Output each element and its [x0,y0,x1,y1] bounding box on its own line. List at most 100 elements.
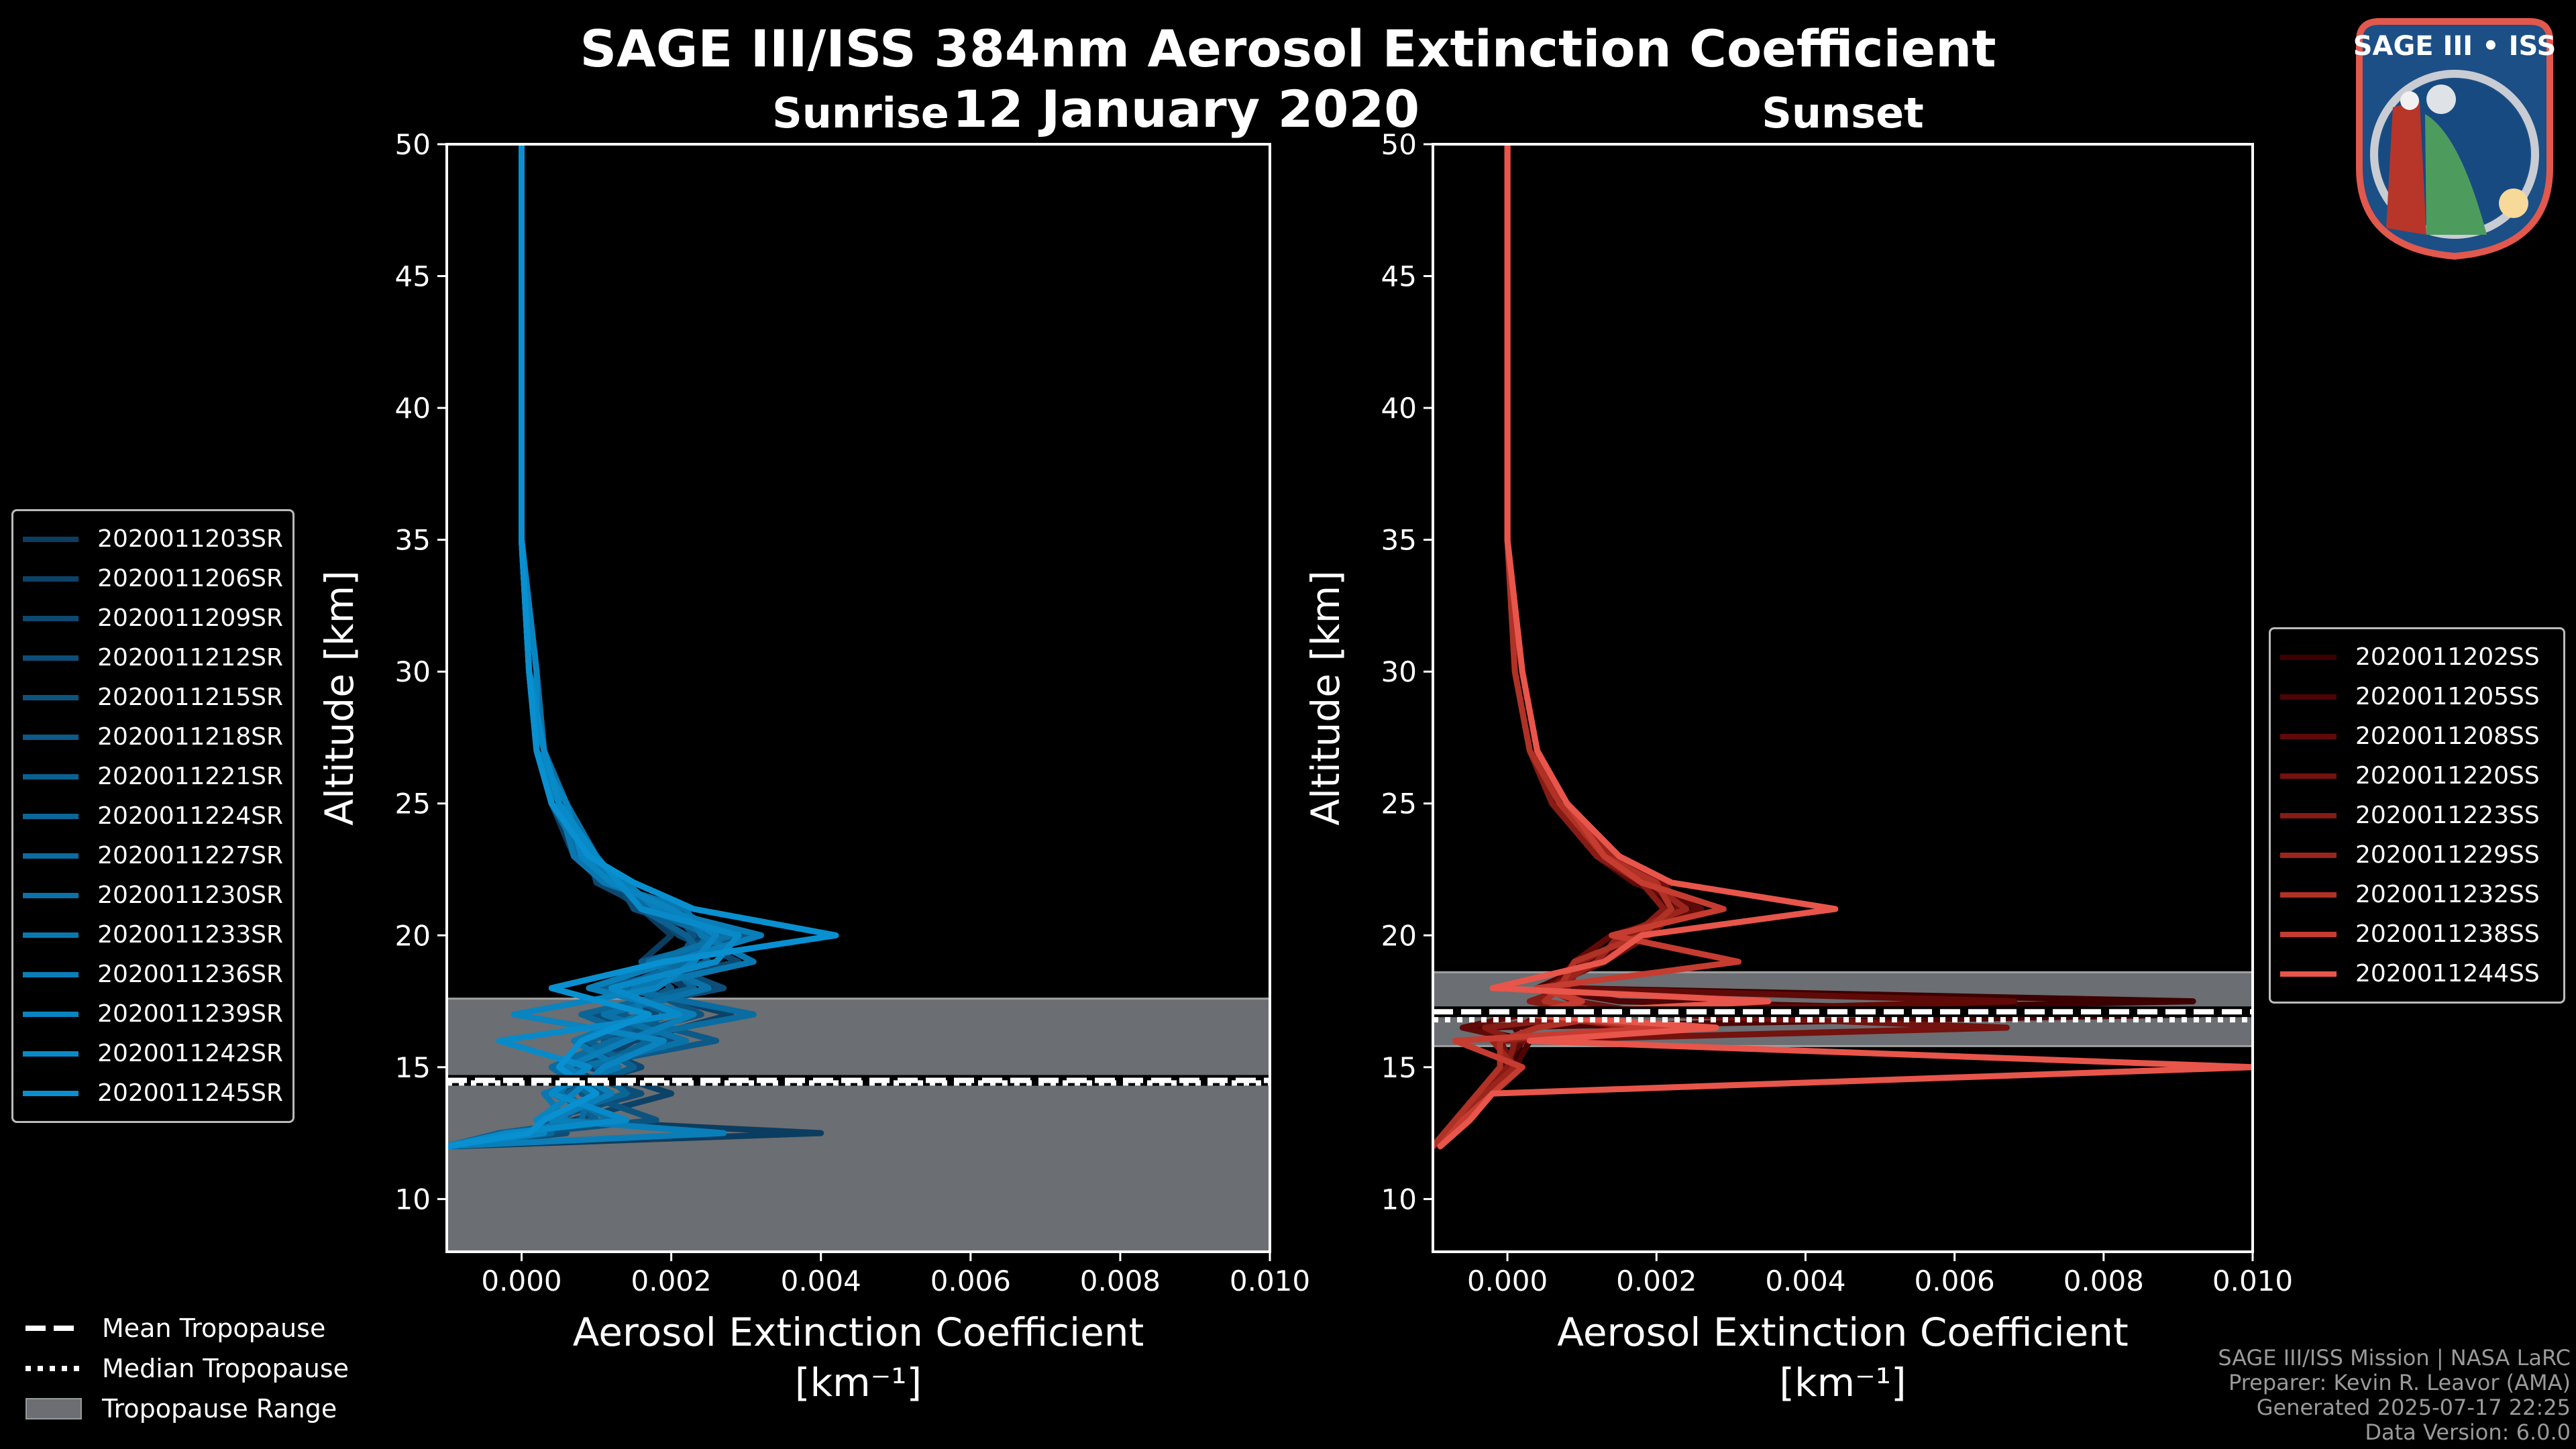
sunset-plot: 0.000 0.002 0.004 0.006 0.008 0.010 10 15 20 25 30… [1303,128,2293,1405]
legend-label: 2020011230SR [97,881,283,909]
x-tick-label: 0.000 [1467,1265,1548,1297]
legend-label: 2020011227SR [97,842,283,869]
sunset-legend: 2020011202SS 2020011205SS 2020011208SS 2020… [2269,627,2565,1004]
legend-swatch [2280,892,2337,898]
chart-title: SAGE III/ISS 384nm Aerosol Extinction Co… [580,19,1996,78]
legend-swatch [23,1011,79,1017]
profile-line-2020011232SS [1433,144,1674,1150]
x-tick-label: 0.006 [1915,1265,1995,1297]
legend-item: 2020011203SR [23,519,283,559]
legend-swatch [23,694,79,700]
y-tick-label: 25 [1381,788,1417,820]
credit-mission: SAGE III/ISS Mission | NASA LaRC [2218,1345,2571,1371]
y-tick-label: 35 [1381,524,1417,557]
x-tick-label: 0.008 [1080,1265,1161,1297]
profile-line-2020011239SR [447,144,720,1150]
sunrise-panel-title: Sunrise [772,89,949,138]
legend-swatch [2280,654,2337,660]
x-tick-label: 0.000 [481,1265,561,1297]
y-tick-label: 20 [395,919,431,952]
sunrise-legend: 2020011203SR 2020011206SR 2020011209SR 2020… [11,509,294,1123]
legend-label: 2020011206SR [97,565,283,592]
legend-label: 2020011229SS [2355,841,2540,869]
y-tick-label: 45 [1381,260,1417,293]
legend-label: 2020011233SR [97,921,283,949]
legend-item: 2020011212SR [23,638,283,678]
legend-swatch [2280,931,2337,937]
legend-label: Tropopause Range [102,1394,337,1424]
legend-item: 2020011205SS [2280,677,2554,716]
legend-label: 2020011224SR [97,802,283,830]
legend-label: 2020011242SR [97,1040,283,1067]
sunset-axes-frame [1432,143,2254,1253]
legend-swatch [2280,733,2337,739]
legend-mean-tropopause: Mean Tropopause [25,1308,349,1348]
legend-label: 2020011221SR [97,763,283,790]
legend-label: 2020011203SR [97,525,283,553]
x-tick-label: 0.008 [2063,1265,2144,1297]
legend-label: 2020011212SR [97,644,283,672]
legend-label: 2020011245SR [97,1079,283,1107]
y-tick-label: 25 [395,788,431,820]
y-tick-label: 15 [1381,1051,1417,1084]
legend-item: 2020011220SS [2280,756,2554,796]
logo-title: SAGE III • ISS [2353,31,2557,62]
legend-swatch [23,576,79,582]
y-tick-label: 30 [1381,655,1417,688]
legend-swatch [23,615,79,621]
legend-swatch [2280,773,2337,779]
chart-date-subtitle: 12 January 2020 [952,79,1420,139]
legend-swatch [23,536,79,542]
legend-label: 2020011220SS [2355,762,2540,790]
x-tick-label: 0.010 [2212,1265,2293,1297]
profile-line-2020011218SR [447,144,749,1150]
sunrise-plot-area [447,144,1270,1252]
legend-label: 2020011205SS [2355,683,2540,710]
legend-item: 2020011215SR [23,678,283,717]
legend-swatch [2280,694,2337,700]
legend-item: 2020011244SS [2280,954,2554,994]
legend-item: 2020011230SR [23,875,283,915]
legend-swatch [23,734,79,740]
x-axis-unit: [km⁻¹] [795,1360,922,1405]
legend-swatch [23,892,79,898]
y-tick-label: 10 [395,1183,431,1216]
legend-item: 2020011233SR [23,915,283,955]
x-tick-label: 0.006 [930,1265,1011,1297]
legend-item: 2020011242SR [23,1034,283,1073]
y-tick-label: 15 [395,1051,431,1084]
x-axis-unit: [km⁻¹] [1779,1360,1906,1405]
legend-label: 2020011208SS [2355,722,2540,750]
sunrise-plot: 0.000 0.002 0.004 0.006 0.008 0.010 10 15 20 25 30… [317,128,1310,1405]
legend-swatch [2280,971,2337,977]
sunset-panel-title: Sunset [1762,89,1924,138]
legend-item: 2020011209SR [23,598,283,638]
credits-footer: SAGE III/ISS Mission | NASA LaRC Prepare… [2218,1346,2571,1445]
profile-line-2020011245SR [447,144,839,1150]
legend-swatch [23,853,79,859]
legend-swatch [2280,812,2337,818]
legend-item: 2020011239SR [23,994,283,1034]
dotted-line-icon [25,1366,82,1371]
range-patch-icon [25,1398,82,1419]
y-axis-label: Altitude [km] [1303,570,1348,825]
legend-label: 2020011239SR [97,1000,283,1028]
legend-median-tropopause: Median Tropopause [25,1348,349,1389]
x-tick-label: 0.004 [1765,1265,1845,1297]
legend-item: 2020011229SS [2280,835,2554,875]
legend-label: 2020011236SR [97,961,283,988]
legend-item: 2020011236SR [23,955,283,994]
legend-label: Median Tropopause [102,1354,349,1383]
y-tick-label: 20 [1381,919,1417,952]
x-tick-label: 0.002 [1616,1265,1697,1297]
tropopause-legend: Mean Tropopause Median Tropopause Tropop… [25,1308,349,1429]
y-tick-label: 40 [395,392,431,425]
legend-item: 2020011223SS [2280,796,2554,835]
sunrise-axes-frame [445,143,1271,1253]
legend-label: 2020011215SR [97,684,283,711]
y-tick-label: 45 [395,260,431,293]
x-axis-label: Aerosol Extinction Coefficient [1557,1309,2129,1355]
legend-label: 2020011218SR [97,723,283,751]
y-tick-label: 35 [395,524,431,557]
legend-swatch [2280,852,2337,858]
